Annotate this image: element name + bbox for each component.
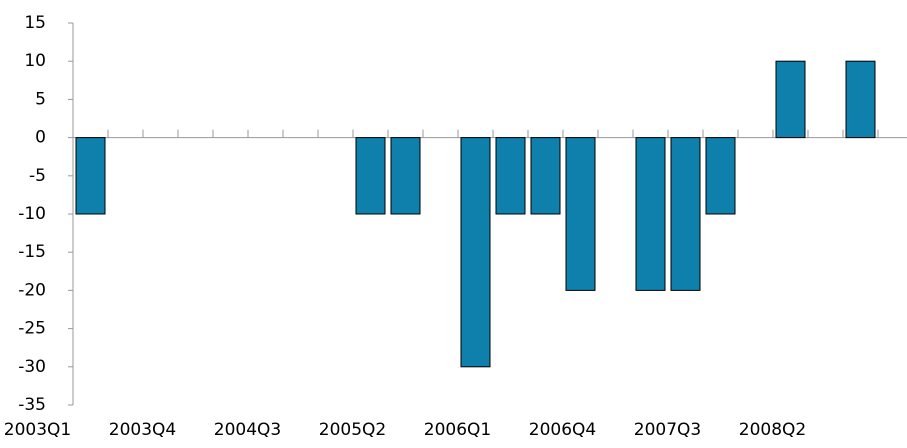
bar: [75, 137, 106, 215]
bar: [775, 60, 806, 139]
y-tick-label: -35: [18, 395, 46, 415]
y-tick-label: -20: [18, 280, 46, 300]
bar: [530, 137, 561, 215]
bar: [845, 60, 876, 139]
x-tick-label: 2006Q4: [529, 420, 596, 440]
x-tick-label: 2003Q4: [109, 420, 176, 440]
y-tick-label: 0: [35, 128, 46, 148]
bar: [390, 137, 421, 215]
bar: [670, 137, 701, 291]
bar: [355, 137, 386, 215]
bar: [495, 137, 526, 215]
x-tick-label: 2004Q3: [214, 420, 281, 440]
y-tick-label: -10: [18, 204, 46, 224]
y-tick-label: -25: [18, 319, 46, 339]
x-tick-label: 2003Q1: [4, 420, 71, 440]
y-tick-label: -5: [29, 166, 46, 186]
x-tick-label: 2008Q2: [739, 420, 806, 440]
y-tick-label: 5: [35, 89, 46, 109]
bar: [635, 137, 666, 291]
bar: [565, 137, 596, 291]
bar: [705, 137, 736, 215]
x-tick-label: 2005Q2: [319, 420, 386, 440]
y-tick-label: 10: [24, 51, 46, 71]
bar: [460, 137, 491, 368]
x-tick-label: 2006Q1: [424, 420, 491, 440]
y-tick-label: -15: [18, 242, 46, 262]
y-tick-label: -30: [18, 357, 46, 377]
y-tick-label: 15: [24, 13, 46, 33]
x-tick-label: 2007Q3: [634, 420, 701, 440]
